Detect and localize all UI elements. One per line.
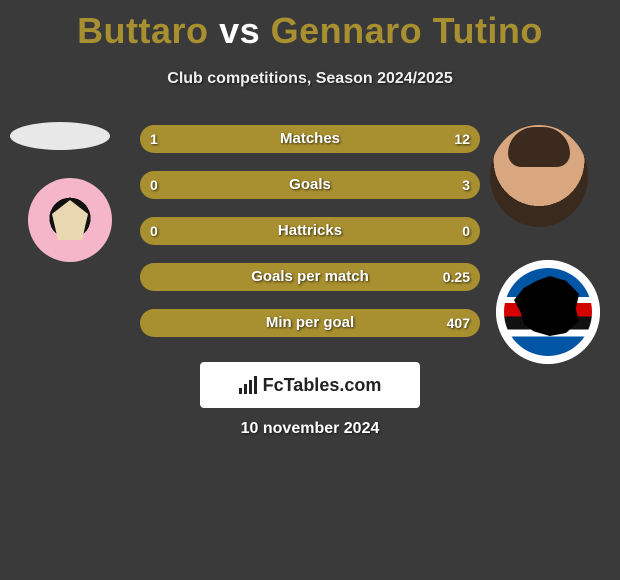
brand-badge: FcTables.com xyxy=(200,362,420,408)
vs-text: vs xyxy=(209,10,271,51)
page-title: Buttaro vs Gennaro Tutino xyxy=(0,0,620,52)
stat-label: Goals xyxy=(140,171,480,199)
subtitle: Club competitions, Season 2024/2025 xyxy=(0,70,620,88)
eagle-icon xyxy=(50,200,90,240)
sailor-icon xyxy=(504,268,592,356)
player2-name: Gennaro Tutino xyxy=(271,10,543,51)
chart-icon xyxy=(239,376,257,394)
player1-club-badge xyxy=(28,178,112,262)
stat-label: Goals per match xyxy=(140,263,480,291)
stat-row: 00Hattricks xyxy=(140,217,480,245)
player2-club-badge xyxy=(496,260,600,364)
stat-label: Matches xyxy=(140,125,480,153)
player2-photo xyxy=(490,125,588,227)
brand-text: FcTables.com xyxy=(263,375,382,396)
stats-container: 112Matches 03Goals 00Hattricks 0.25Goals pe… xyxy=(140,125,480,355)
stat-row: 407Min per goal xyxy=(140,309,480,337)
stat-row: 0.25Goals per match xyxy=(140,263,480,291)
player1-name: Buttaro xyxy=(77,10,209,51)
date-text: 10 november 2024 xyxy=(0,420,620,438)
player1-photo xyxy=(10,122,110,150)
stat-label: Min per goal xyxy=(140,309,480,337)
stat-row: 112Matches xyxy=(140,125,480,153)
stat-row: 03Goals xyxy=(140,171,480,199)
stat-label: Hattricks xyxy=(140,217,480,245)
